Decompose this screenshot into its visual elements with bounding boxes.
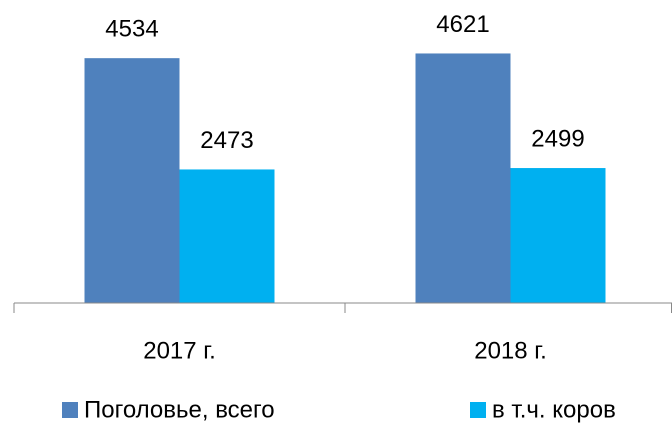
bar	[84, 58, 180, 303]
bar	[510, 168, 606, 303]
bar	[179, 169, 275, 303]
value-label: 4534	[105, 16, 158, 43]
x-tick-label: 2018 г.	[474, 337, 547, 364]
x-tick-label: 2017 г.	[143, 337, 216, 364]
legend-label: Поголовье, всего	[84, 396, 275, 423]
legend-label: в т.ч. коров	[492, 396, 616, 423]
value-label: 4621	[436, 11, 489, 38]
value-label: 2499	[531, 125, 584, 152]
legend-swatch	[470, 402, 486, 418]
legend-swatch	[62, 402, 78, 418]
bar	[415, 53, 511, 303]
value-label: 2473	[200, 127, 253, 154]
